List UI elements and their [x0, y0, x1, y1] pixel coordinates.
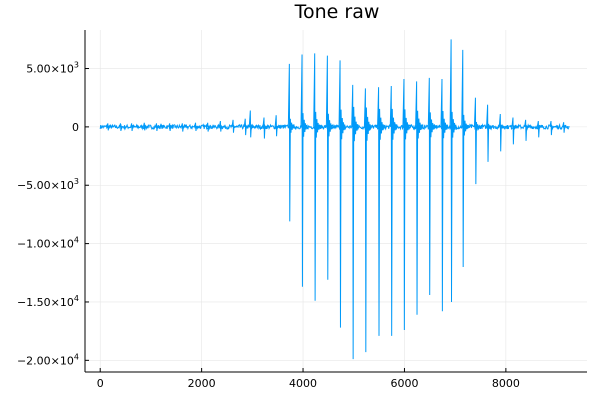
series-pulse — [440, 79, 449, 312]
series-pulse — [168, 123, 176, 132]
series-pulse — [142, 122, 151, 131]
series-pulse — [449, 39, 458, 302]
series-pulse — [549, 120, 558, 136]
series-pulse — [218, 120, 227, 132]
y-tick-label: −1.00×104 — [17, 236, 79, 251]
series-pulse — [415, 81, 424, 315]
series-pulse — [313, 53, 322, 301]
series-pulse — [180, 123, 189, 132]
y-tick-label: −1.50×104 — [17, 294, 79, 309]
series-pulse — [402, 79, 411, 330]
series-pulse — [287, 63, 296, 222]
series-pulse — [377, 87, 386, 336]
x-tick-label: 0 — [97, 377, 104, 390]
series-pulse — [243, 118, 252, 136]
series-pulse — [511, 117, 520, 145]
x-tick-label: 2000 — [188, 377, 216, 390]
series-pulse — [351, 84, 360, 360]
series-pulse — [363, 88, 372, 353]
series-pulse — [248, 110, 257, 138]
series-layer — [99, 39, 570, 360]
series-pulse — [206, 122, 214, 132]
series-pulse — [461, 49, 470, 267]
series-pulse — [262, 117, 271, 139]
y-tick-label: −5.00×103 — [17, 177, 79, 192]
series-pulse — [325, 55, 334, 280]
series-pulse — [274, 115, 283, 137]
series-pulse — [536, 120, 545, 138]
series-pulse — [106, 123, 114, 131]
chart-title: Tone raw — [294, 1, 380, 23]
x-tick-labels: 0 2000 4000 6000 8000 — [97, 368, 520, 390]
y-tick-label: 5.00×103 — [26, 61, 79, 76]
series-pulse — [118, 123, 127, 132]
series-pulse — [562, 122, 570, 133]
series-pulse — [473, 97, 482, 185]
series-pulse — [130, 123, 138, 132]
series-pulse — [427, 77, 436, 295]
series-pulse — [194, 122, 202, 132]
series-pulse — [154, 123, 163, 132]
series-pulse — [300, 54, 309, 287]
series-pulse — [231, 119, 240, 133]
series-pulse — [498, 114, 507, 152]
y-tick-label: −2.00×104 — [17, 352, 79, 367]
series-pulse — [486, 104, 494, 162]
x-tick-label: 8000 — [492, 377, 520, 390]
y-tick-labels: 5.00×103 0 −5.00×103 −1.00×104 −1.50×104 −2.0… — [17, 61, 89, 367]
axes — [84, 30, 587, 373]
series-pulse — [389, 86, 398, 336]
series-pulse — [524, 119, 532, 141]
x-tick-label: 6000 — [390, 377, 418, 390]
x-tick-label: 4000 — [289, 377, 317, 390]
y-tick-label: 0 — [72, 121, 79, 134]
series-pulse — [338, 60, 347, 328]
